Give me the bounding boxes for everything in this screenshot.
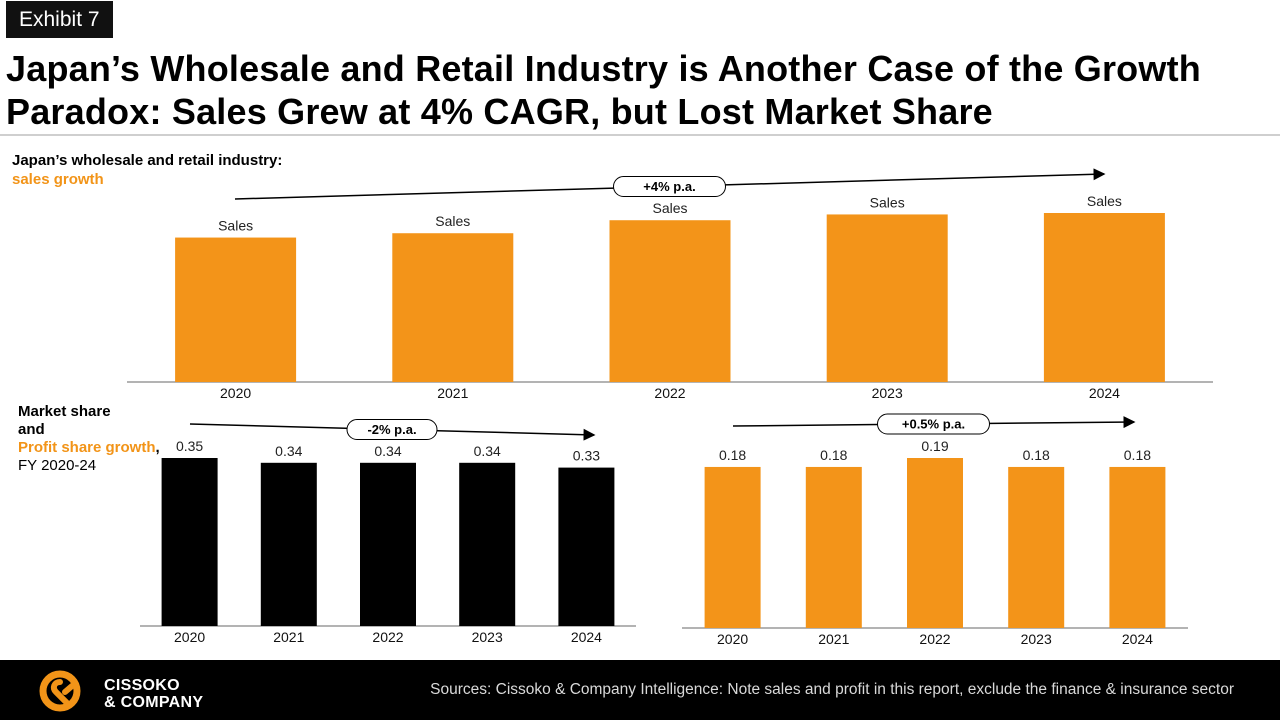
- sources-note: Sources: Cissoko & Company Intelligence:…: [430, 681, 1234, 698]
- footer-bar: CISSOKO & COMPANY Sources: Cissoko & Com…: [0, 660, 1280, 720]
- title-divider: [0, 134, 1280, 136]
- market-bar-2021: [260, 462, 317, 626]
- profit-bar-2021: [805, 466, 862, 628]
- profit-data-label-2021: 0.18: [820, 447, 847, 463]
- market-bar-2024: [558, 467, 615, 626]
- profit-data-label-2020: 0.18: [719, 447, 746, 463]
- share-subtitle-comma: ,: [155, 439, 160, 456]
- market-tick-2020: 2020: [174, 629, 205, 645]
- market-data-label-2020: 0.35: [176, 438, 203, 454]
- page-title: Japan’s Wholesale and Retail Industry is…: [6, 48, 1201, 132]
- logo-line1: CISSOKO: [104, 677, 180, 694]
- sales-growth-chart: Sales 2020 Sales 2021 Sales 2022 Sales 2023 Sale…: [127, 168, 1213, 401]
- market-growth-pill: [346, 419, 438, 440]
- share-subtitle-line3: Profit share growth: [18, 439, 156, 456]
- market-data-label-2022: 0.34: [374, 443, 401, 459]
- market-share-chart: 0.35 2020 0.34 2021 0.34 2022 0.34 2023 0.33 2024…: [140, 419, 636, 645]
- profit-bar-2023: [1008, 466, 1065, 628]
- market-data-label-2021: 0.34: [275, 443, 302, 459]
- market-bar-2022: [360, 462, 416, 626]
- market-data-label-2024: 0.33: [573, 448, 600, 464]
- sales-growth-pill: [613, 176, 726, 197]
- profit-tick-2020: 2020: [717, 631, 748, 647]
- share-subtitle-line1: Market share: [18, 403, 111, 420]
- sales-bar-2024: [1043, 213, 1165, 382]
- market-data-label-2023: 0.34: [474, 443, 501, 459]
- profit-data-label-2022: 0.19: [921, 438, 948, 454]
- share-subtitle-line4: FY 2020-24: [18, 457, 97, 474]
- market-bar-2020: [161, 458, 218, 626]
- profit-bar-2024: [1109, 466, 1166, 628]
- sales-tick-2023: 2023: [872, 385, 903, 401]
- market-tick-2022: 2022: [372, 629, 403, 645]
- profit-tick-2022: 2022: [919, 631, 950, 647]
- sales-data-label-2021: Sales: [435, 213, 470, 229]
- sales-subtitle-line2: sales growth: [12, 171, 104, 188]
- sales-bar-2023: [826, 214, 948, 382]
- sales-data-label-2020: Sales: [218, 218, 253, 234]
- profit-data-label-2024: 0.18: [1124, 447, 1151, 463]
- profit-tick-2021: 2021: [818, 631, 849, 647]
- sales-bar-2020: [175, 237, 297, 382]
- profit-share-chart: 0.18 2020 0.18 2021 0.19 2022 0.18 2023 0.18 2024…: [682, 413, 1188, 647]
- profit-bar-2020: [704, 466, 761, 628]
- sales-tick-2020: 2020: [220, 385, 251, 401]
- market-tick-2024: 2024: [571, 629, 602, 645]
- market-tick-2021: 2021: [273, 629, 304, 645]
- profit-tick-2024: 2024: [1122, 631, 1153, 647]
- sales-data-label-2022: Sales: [652, 200, 687, 216]
- sales-data-label-2024: Sales: [1087, 193, 1122, 209]
- share-subtitle-line2: and: [18, 421, 45, 438]
- market-growth-annotation: -2% p.a.: [367, 422, 416, 437]
- sales-bar-2022: [609, 220, 731, 382]
- profit-data-label-2023: 0.18: [1023, 447, 1050, 463]
- company-logo-icon: [39, 670, 81, 712]
- sales-tick-2024: 2024: [1089, 385, 1120, 401]
- market-bar-2023: [459, 462, 516, 626]
- share-chart-subtitle: Market share and Profit share growth, FY…: [18, 403, 160, 475]
- market-tick-2023: 2023: [472, 629, 503, 645]
- profit-tick-2023: 2023: [1021, 631, 1052, 647]
- sales-chart-subtitle: Japan’s wholesale and retail industry: s…: [12, 151, 282, 189]
- profit-growth-annotation: +0.5% p.a.: [902, 417, 965, 432]
- sales-subtitle-line1: Japan’s wholesale and retail industry:: [12, 152, 283, 169]
- company-logo-text: CISSOKO & COMPANY: [104, 677, 203, 711]
- exhibit-badge: Exhibit 7: [6, 1, 113, 38]
- sales-growth-annotation: +4% p.a.: [643, 179, 695, 194]
- profit-growth-pill: [877, 413, 990, 435]
- logo-line2: & COMPANY: [104, 694, 204, 711]
- profit-bar-2022: [907, 458, 963, 628]
- sales-data-label-2023: Sales: [870, 194, 905, 210]
- sales-tick-2021: 2021: [437, 385, 468, 401]
- sales-tick-2022: 2022: [654, 385, 685, 401]
- sales-bar-2021: [392, 233, 514, 382]
